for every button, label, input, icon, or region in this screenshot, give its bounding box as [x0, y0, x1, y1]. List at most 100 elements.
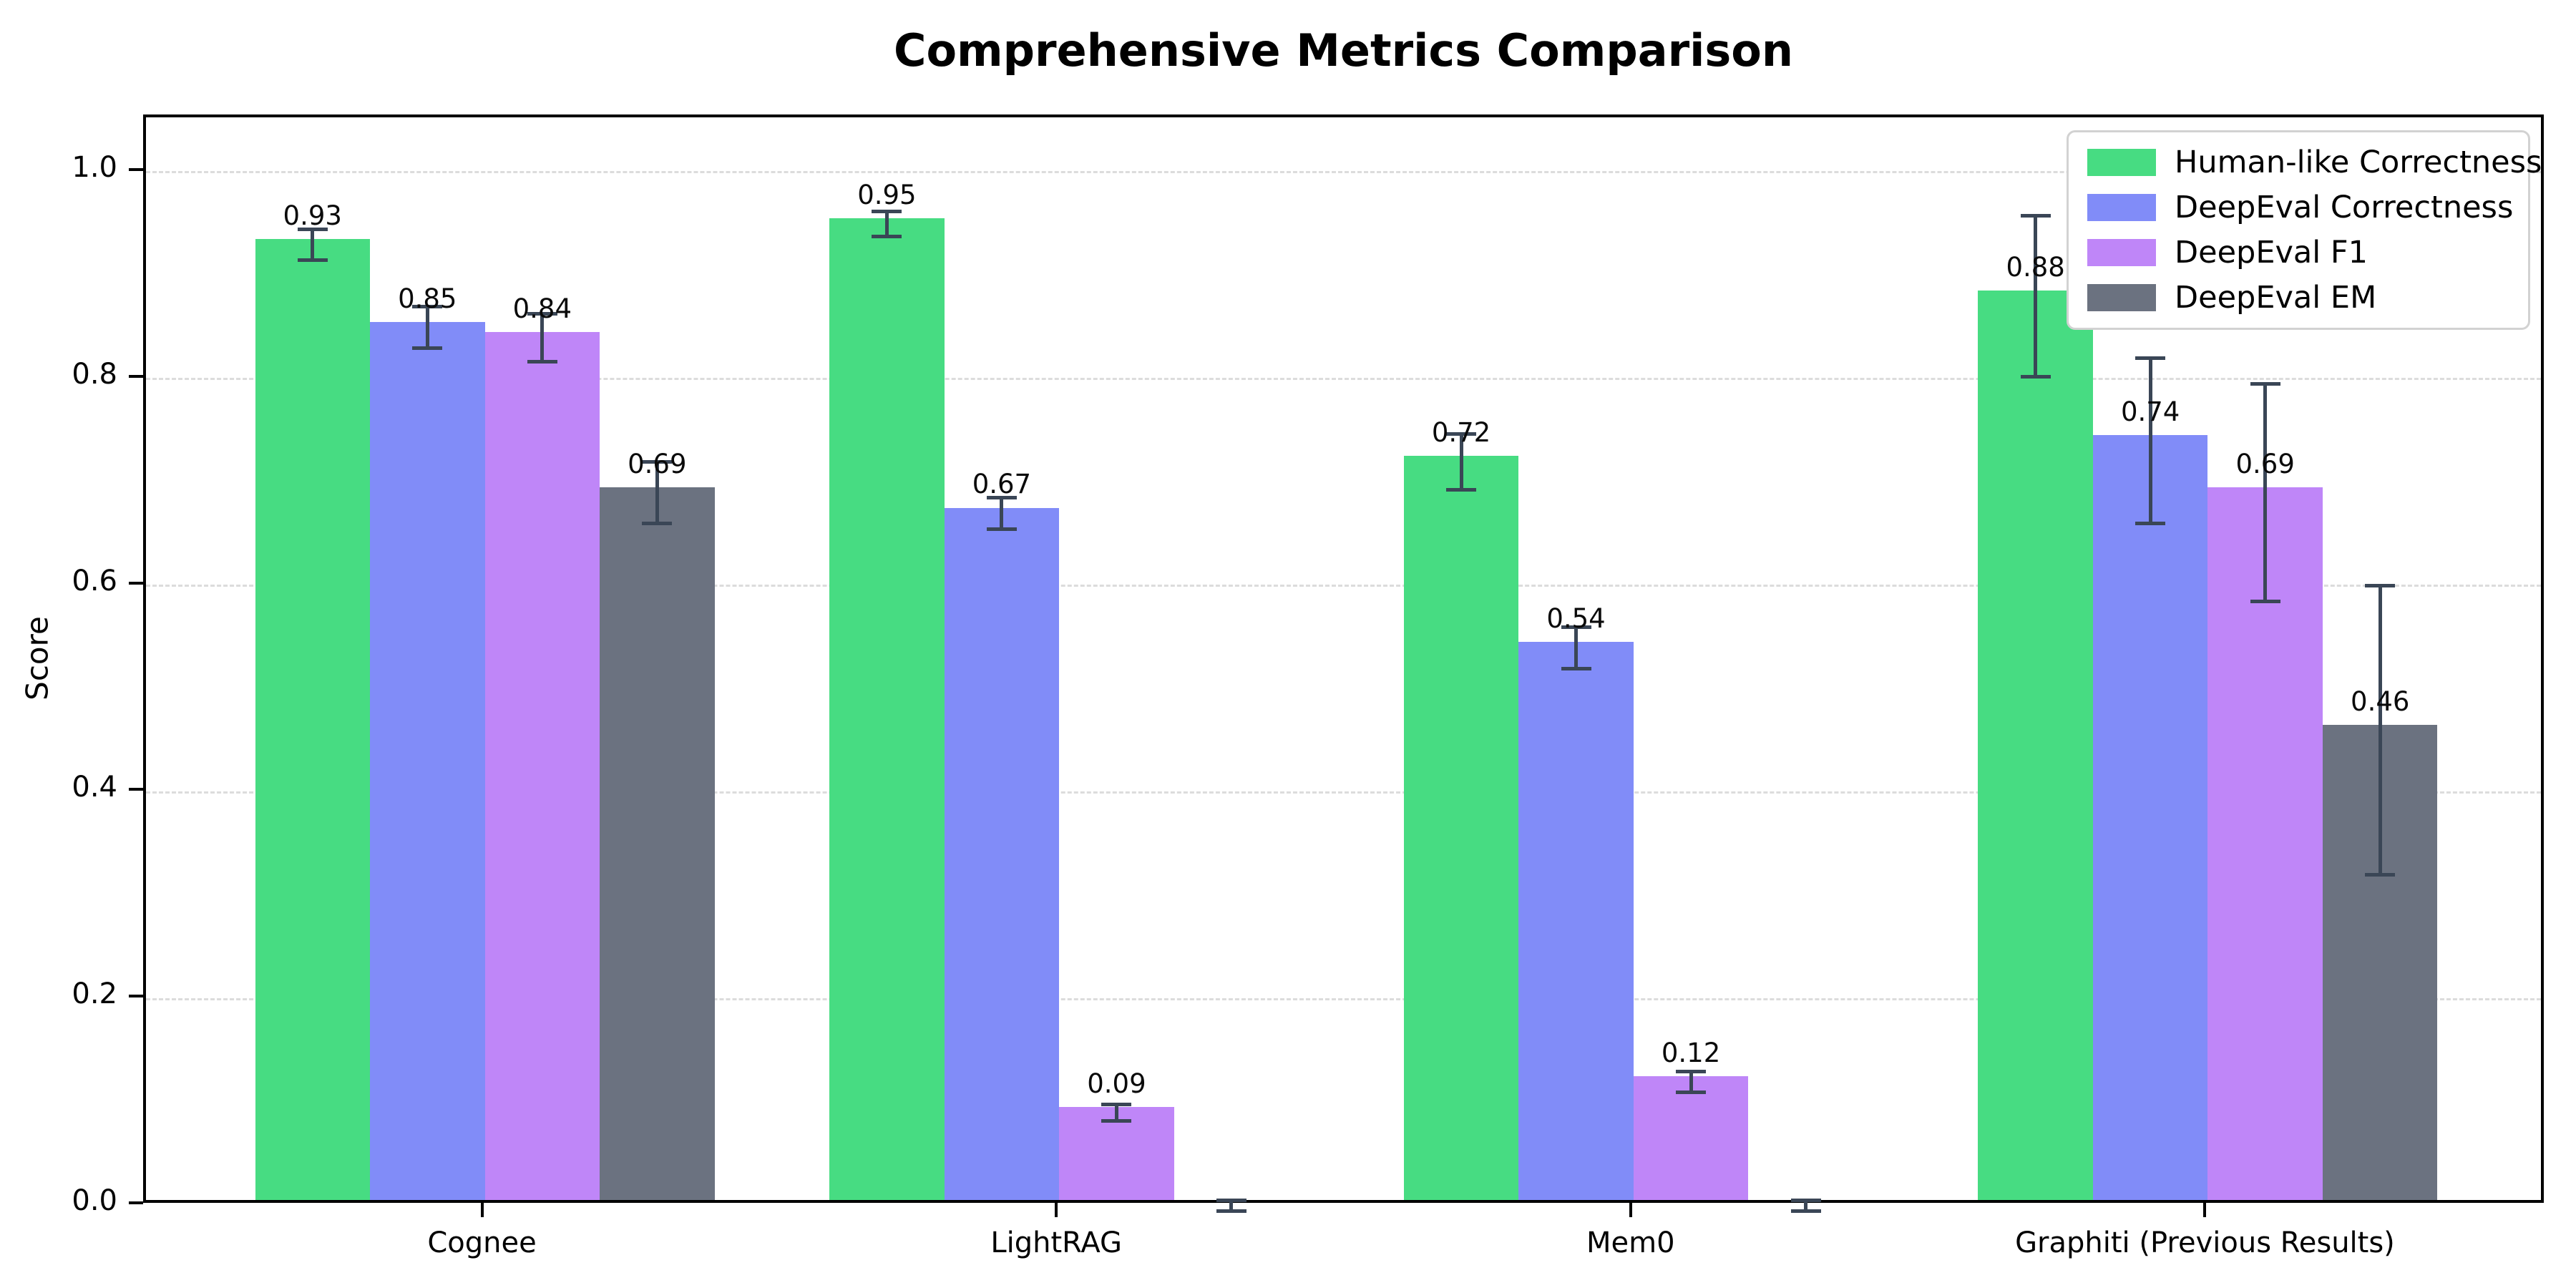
error-bar-cap	[1676, 1069, 1707, 1073]
error-bar-cap	[872, 234, 902, 238]
x-tick-label: Graphiti (Previous Results)	[2015, 1226, 2395, 1259]
bar	[2092, 435, 2208, 1200]
error-bar	[1689, 1071, 1693, 1093]
bar-value-label: 0.85	[398, 283, 457, 314]
y-tick-label: 0.2	[72, 977, 117, 1011]
y-tick-mark	[129, 167, 143, 171]
error-bar-cap	[1216, 1209, 1246, 1213]
error-bar	[311, 229, 315, 260]
gridline	[146, 171, 2541, 174]
gridline	[146, 791, 2541, 794]
error-bar-cap	[1561, 625, 1591, 629]
legend: Human-like Correctness DeepEval Correctne…	[2067, 130, 2542, 330]
legend-swatch	[2087, 194, 2156, 221]
error-bar	[540, 313, 545, 362]
bar-value-label: 0.54	[1546, 603, 1606, 635]
gridline	[146, 997, 2541, 1000]
legend-swatch	[2087, 284, 2156, 311]
error-bar-cap	[1446, 431, 1477, 436]
error-bar-cap	[642, 522, 673, 526]
error-bar-cap	[2020, 214, 2051, 218]
error-bar-cap	[1676, 1090, 1707, 1094]
bar-value-label: 0.93	[283, 200, 342, 232]
error-bar-cap	[1790, 1199, 1821, 1203]
y-tick-mark	[129, 995, 143, 998]
legend-item: DeepEval EM	[2087, 279, 2509, 316]
error-bar-cap	[1101, 1119, 1132, 1123]
bar-value-label: 0.69	[2235, 448, 2295, 479]
error-bar-cap	[642, 459, 673, 464]
bar	[1518, 642, 1634, 1200]
bar	[1978, 291, 2093, 1200]
x-tick-label: LightRAG	[990, 1226, 1122, 1259]
y-tick-label: 0.6	[72, 564, 117, 597]
error-bar	[1229, 1200, 1234, 1211]
error-bar-cap	[297, 258, 328, 263]
x-tick-mark	[480, 1203, 484, 1217]
y-tick-mark	[129, 788, 143, 791]
error-bar-cap	[1446, 487, 1477, 492]
error-bar	[2034, 215, 2038, 377]
error-bar	[2148, 358, 2152, 524]
y-axis-label: Score	[19, 616, 55, 701]
error-bar-cap	[527, 359, 557, 364]
error-bar-cap	[2135, 522, 2166, 526]
error-bar-cap	[986, 496, 1017, 500]
legend-label: DeepEval F1	[2175, 235, 2368, 270]
bar-value-label: 0.95	[857, 180, 917, 211]
error-bar-cap	[1561, 666, 1591, 670]
y-tick-mark	[129, 581, 143, 585]
error-bar-cap	[2135, 356, 2166, 361]
bar-value-label: 0.74	[2120, 396, 2180, 428]
x-tick-mark	[2203, 1203, 2207, 1217]
y-tick-label: 0.0	[72, 1184, 117, 1217]
error-bar-cap	[1790, 1209, 1821, 1213]
error-bar-cap	[1216, 1199, 1246, 1203]
error-bar	[425, 306, 429, 348]
bar-value-label: 0.88	[2006, 252, 2065, 283]
bar	[1403, 456, 1519, 1200]
x-tick-label: Mem0	[1586, 1226, 1675, 1259]
bar-value-label: 0.84	[512, 293, 572, 324]
legend-item: DeepEval F1	[2087, 234, 2509, 271]
error-bar-cap	[872, 210, 902, 214]
bar-value-label: 0.12	[1661, 1037, 1721, 1068]
legend-label: DeepEval EM	[2175, 280, 2377, 316]
error-bar-cap	[1101, 1102, 1132, 1106]
bar-value-label: 0.46	[2351, 686, 2410, 717]
error-bar-cap	[297, 227, 328, 231]
x-tick-label: Cognee	[427, 1226, 537, 1259]
error-bar-cap	[2020, 375, 2051, 379]
gridline	[146, 585, 2541, 587]
bar	[829, 218, 945, 1200]
error-bar	[655, 462, 659, 524]
x-tick-mark	[1629, 1203, 1632, 1217]
legend-label: Human-like Correctness	[2175, 145, 2542, 180]
bar	[370, 321, 485, 1200]
error-bar	[2263, 384, 2268, 602]
bar-value-label: 0.67	[972, 469, 1032, 500]
bar	[944, 507, 1060, 1200]
y-tick-label: 0.4	[72, 771, 117, 804]
error-bar	[1574, 627, 1579, 669]
error-bar	[884, 211, 889, 237]
legend-item: DeepEval Correctness	[2087, 189, 2513, 226]
y-tick-mark	[129, 1201, 143, 1204]
bar	[1633, 1075, 1749, 1200]
legend-item: Human-like Correctness	[2087, 144, 2542, 181]
legend-swatch	[2087, 239, 2156, 266]
bar-value-label: 0.09	[1087, 1068, 1146, 1100]
bar-value-label: 0.69	[628, 448, 687, 479]
error-bar-cap	[527, 312, 557, 316]
bar	[600, 487, 715, 1200]
legend-label: DeepEval Correctness	[2175, 190, 2514, 225]
error-bar	[2378, 585, 2382, 875]
bar-value-label: 0.72	[1431, 417, 1491, 449]
error-bar-cap	[412, 346, 443, 350]
error-bar	[1000, 497, 1004, 530]
chart-title: Comprehensive Metrics Comparison	[893, 24, 1794, 77]
error-bar-cap	[986, 527, 1017, 531]
gridline	[146, 378, 2541, 381]
legend-swatch	[2087, 149, 2156, 176]
